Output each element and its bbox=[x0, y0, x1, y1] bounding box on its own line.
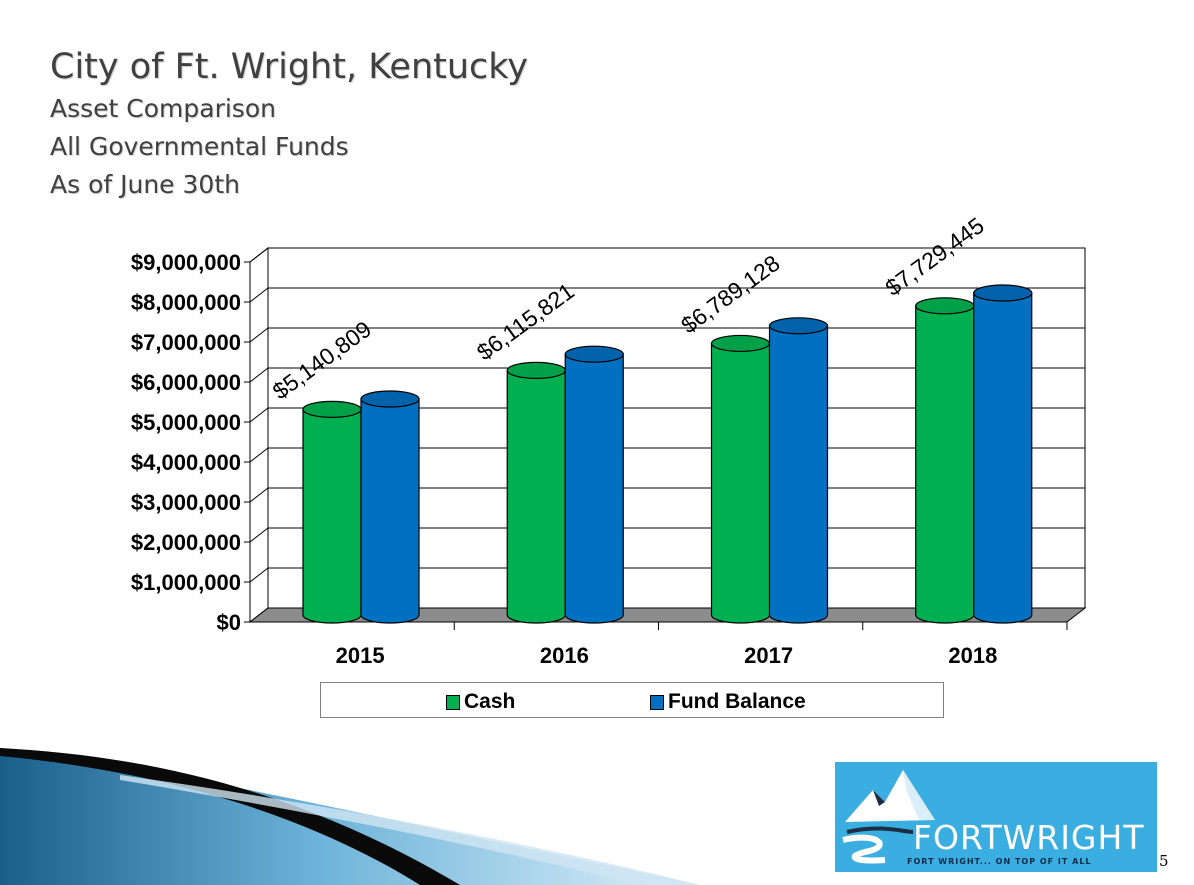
logo-tagline: FORT WRIGHT... ON TOP OF IT ALL bbox=[907, 857, 1092, 866]
bar-fund-balance-2017-top bbox=[768, 317, 829, 335]
x-tick-label-2016: 2016 bbox=[540, 643, 589, 668]
bar-cash-2016-top bbox=[506, 361, 566, 379]
bar-fund-balance-2015-body bbox=[360, 398, 420, 624]
gridline-8 bbox=[249, 287, 1085, 303]
bar-fund-balance-2016-top bbox=[564, 345, 624, 363]
legend-swatch-fund-balance bbox=[650, 694, 664, 710]
title-block: City of Ft. Wright, Kentucky Asset Compa… bbox=[50, 44, 528, 204]
subtitle-line-3: As of June 30th bbox=[50, 170, 240, 199]
fortwright-logo: FORTWRIGHT FORT WRIGHT... ON TOP OF IT A… bbox=[835, 762, 1157, 872]
x-tick-label-2018: 2018 bbox=[948, 643, 997, 668]
bar-fund-balance-2015-top bbox=[360, 390, 420, 408]
x-tick-label-2017: 2017 bbox=[744, 643, 793, 668]
gridline-9 bbox=[249, 247, 1085, 263]
bar-cash-2015-body bbox=[302, 408, 362, 624]
legend-swatch-cash bbox=[446, 694, 460, 710]
bar-fund-balance-2018-top bbox=[973, 284, 1033, 302]
y-tick-label-2: $2,000,000 bbox=[131, 530, 241, 555]
chart-legend: Cash Fund Balance bbox=[320, 682, 944, 718]
bar-fund-balance-2017-body bbox=[768, 325, 829, 624]
bar-cash-2017-top bbox=[710, 334, 771, 353]
legend-label-fund-balance: Fund Balance bbox=[668, 690, 806, 713]
bar-cash-2016-body bbox=[506, 369, 566, 624]
y-tick-label-8: $8,000,000 bbox=[131, 290, 241, 315]
mountain-road-icon bbox=[842, 770, 935, 864]
bar-cash-2015-top bbox=[302, 400, 362, 418]
subtitle-line-2: All Governmental Funds bbox=[50, 132, 349, 161]
y-tick-label-4: $4,000,000 bbox=[131, 450, 241, 475]
bar-cash-2017-body bbox=[710, 342, 771, 624]
logo-wordmark: FORTWRIGHT bbox=[913, 818, 1145, 857]
y-tick-label-7: $7,000,000 bbox=[131, 330, 241, 355]
legend-label-cash: Cash bbox=[464, 690, 516, 713]
page-number: 5 bbox=[1159, 852, 1169, 870]
y-tick-label-9: $9,000,000 bbox=[131, 250, 241, 275]
y-tick-label-5: $5,000,000 bbox=[131, 410, 241, 435]
y-tick-label-3: $3,000,000 bbox=[131, 490, 241, 515]
x-tick-label-2015: 2015 bbox=[336, 643, 385, 668]
chart-side-wall bbox=[249, 246, 269, 624]
bar-cash-2018-top bbox=[915, 297, 975, 315]
bar-fund-balance-2018-body bbox=[973, 292, 1033, 624]
bar-fund-balance-2016-body bbox=[564, 353, 624, 624]
legend-item-fund-balance: Fund Balance bbox=[650, 690, 806, 714]
y-tick-label-6: $6,000,000 bbox=[131, 370, 241, 395]
legend-item-cash: Cash bbox=[446, 690, 515, 714]
bar-cash-2018-body bbox=[915, 305, 975, 624]
y-tick-label-1: $1,000,000 bbox=[131, 570, 241, 595]
page-title: City of Ft. Wright, Kentucky bbox=[50, 47, 529, 87]
subtitle-line-1: Asset Comparison bbox=[50, 94, 276, 123]
y-tick-label-0: $0 bbox=[217, 610, 241, 635]
